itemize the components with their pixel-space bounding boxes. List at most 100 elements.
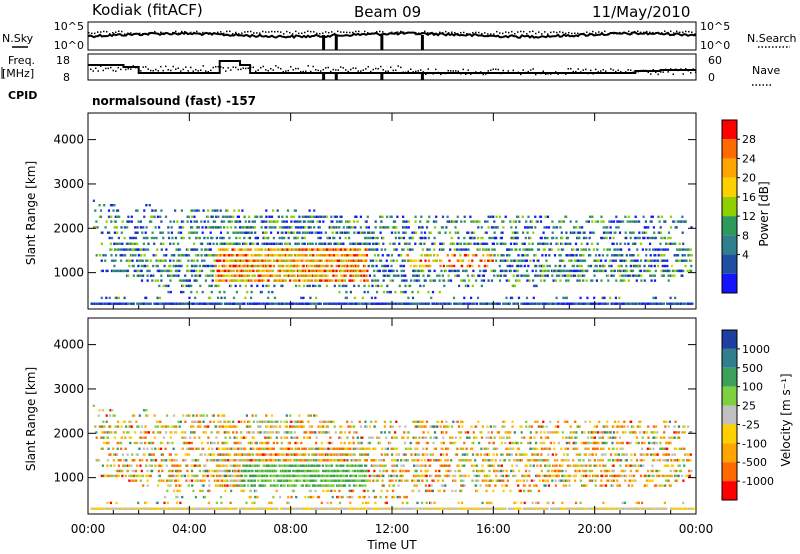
nave-dot bbox=[267, 69, 269, 72]
range-cell bbox=[281, 269, 285, 273]
range-cell bbox=[302, 296, 305, 300]
range-cell bbox=[329, 226, 332, 229]
range-cell bbox=[154, 279, 157, 282]
range-cell bbox=[101, 231, 104, 234]
nsearch-dot bbox=[499, 32, 501, 34]
range-cell bbox=[190, 248, 193, 251]
nsearch-dot bbox=[310, 30, 312, 33]
range-cell bbox=[501, 242, 505, 245]
range-cell bbox=[649, 242, 652, 245]
nave-dot bbox=[412, 71, 414, 73]
range-cell bbox=[275, 248, 278, 251]
range-cell bbox=[381, 215, 384, 218]
range-cell bbox=[100, 447, 103, 450]
range-cell bbox=[537, 259, 540, 262]
range-cell bbox=[345, 290, 348, 294]
range-cell bbox=[654, 248, 657, 251]
range-cell bbox=[582, 248, 585, 251]
range-cell bbox=[168, 274, 171, 277]
range-cell bbox=[150, 220, 153, 223]
range-cell bbox=[609, 226, 612, 229]
range-cell bbox=[475, 279, 478, 282]
range-cell bbox=[409, 302, 412, 305]
range-cell bbox=[240, 431, 243, 434]
range-cell bbox=[426, 441, 429, 445]
range-cell bbox=[461, 264, 464, 268]
nsearch-dot bbox=[373, 32, 375, 35]
range-cell bbox=[340, 441, 343, 445]
range-cell bbox=[169, 242, 172, 245]
range-cell bbox=[663, 254, 666, 257]
range-cell bbox=[332, 254, 335, 257]
range-cell bbox=[217, 215, 220, 218]
range-cell bbox=[463, 242, 466, 245]
range-cell bbox=[95, 220, 98, 223]
range-cell bbox=[170, 226, 173, 229]
range-cell bbox=[651, 431, 654, 434]
range-cell bbox=[279, 259, 282, 262]
range-cell bbox=[655, 436, 658, 439]
range-cell bbox=[467, 284, 470, 288]
range-cell bbox=[211, 269, 214, 273]
range-cell bbox=[490, 226, 494, 229]
range-cell bbox=[406, 302, 409, 305]
nave-dot bbox=[252, 66, 254, 69]
range-cell bbox=[333, 236, 336, 240]
range-cell bbox=[330, 226, 333, 229]
range-cell bbox=[423, 436, 427, 439]
range-cell bbox=[419, 284, 422, 288]
range-cell bbox=[137, 220, 140, 223]
range-cell bbox=[595, 259, 598, 262]
range-cell bbox=[179, 259, 182, 262]
range-cell bbox=[251, 274, 254, 277]
range-cell bbox=[621, 441, 624, 445]
range-cell bbox=[167, 236, 171, 240]
range-cell bbox=[409, 441, 412, 445]
range-cell bbox=[268, 302, 271, 305]
range-cell bbox=[338, 436, 341, 439]
range-cell bbox=[307, 264, 310, 268]
range-cell bbox=[174, 236, 177, 240]
range-cell bbox=[293, 431, 296, 434]
freq-label-1: Freq. bbox=[8, 54, 35, 67]
nave-dot bbox=[475, 71, 477, 73]
range-cell bbox=[454, 269, 457, 273]
range-cell bbox=[313, 274, 316, 277]
range-cell bbox=[653, 264, 656, 268]
range-cell bbox=[654, 254, 657, 257]
range-cell bbox=[156, 279, 160, 282]
range-cell bbox=[614, 231, 617, 234]
nave-dot bbox=[490, 69, 492, 71]
range-cell bbox=[310, 215, 313, 218]
range-cell bbox=[374, 420, 377, 423]
range-cell bbox=[490, 431, 494, 434]
nave-dot bbox=[497, 68, 499, 71]
range-cell bbox=[340, 248, 343, 251]
range-cell bbox=[582, 441, 586, 445]
range-cell bbox=[404, 425, 407, 428]
range-cell bbox=[506, 248, 509, 251]
range-cell bbox=[129, 441, 132, 445]
range-cell bbox=[444, 447, 448, 450]
range-cell bbox=[352, 436, 355, 439]
range-cell bbox=[629, 259, 632, 262]
range-cell bbox=[294, 447, 297, 450]
range-cell bbox=[223, 220, 226, 223]
range-cell bbox=[184, 431, 187, 434]
range-cell bbox=[235, 453, 239, 456]
range-cell bbox=[275, 242, 278, 245]
range-cell bbox=[495, 236, 498, 240]
range-cell bbox=[234, 302, 237, 305]
range-cell bbox=[419, 220, 422, 223]
range-cell bbox=[503, 420, 506, 423]
nsearch-dot bbox=[643, 31, 645, 34]
range-cell bbox=[207, 447, 210, 450]
range-cell bbox=[308, 209, 311, 212]
nsearch-dot bbox=[532, 30, 534, 33]
range-cell bbox=[146, 414, 149, 417]
range-cell bbox=[201, 259, 204, 262]
range-cell bbox=[679, 248, 682, 251]
range-cell bbox=[523, 242, 526, 245]
range-cell bbox=[325, 215, 328, 218]
range-cell bbox=[230, 242, 233, 245]
